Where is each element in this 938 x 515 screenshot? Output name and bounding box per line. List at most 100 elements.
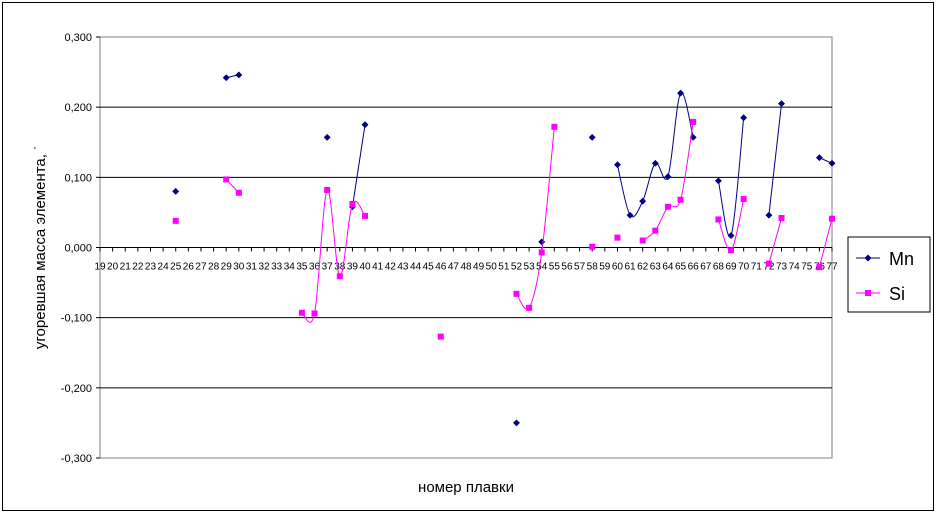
x-tick-label: 56 <box>561 262 573 273</box>
data-point-mn <box>512 419 521 427</box>
x-tick-label: 34 <box>284 262 296 273</box>
data-point-mn <box>172 187 180 195</box>
series-line-si <box>516 126 555 310</box>
data-point-mn <box>613 161 622 169</box>
x-tick-label: 25 <box>170 262 182 273</box>
x-tick-label: 26 <box>183 262 195 273</box>
data-point-si <box>526 304 533 311</box>
x-tick-label: 72 <box>763 262 775 273</box>
data-point-mn <box>361 121 369 129</box>
x-tick-label: 41 <box>372 262 384 273</box>
x-tick-label: 47 <box>448 262 460 273</box>
x-tick-label: 67 <box>700 262 712 273</box>
data-point-mn <box>664 173 672 181</box>
x-tick-label: 46 <box>435 262 447 273</box>
x-axis <box>99 247 833 252</box>
data-point-si <box>728 247 735 254</box>
data-point-si <box>336 273 343 280</box>
y-tick-label: -0,100 <box>61 313 92 325</box>
data-point-si <box>513 290 520 297</box>
legend-si-marker <box>865 290 871 296</box>
legend-mn-label: Mn <box>889 249 914 269</box>
y-tick-label: 0,000 <box>64 243 92 255</box>
x-tick-label: 55 <box>549 262 561 273</box>
data-point-si <box>349 200 356 207</box>
data-point-si <box>298 309 305 316</box>
x-tick-label: 50 <box>486 262 498 273</box>
y-tick-label: 0,100 <box>64 172 92 184</box>
x-tick-label: 33 <box>271 262 283 273</box>
y-axis-title: угоревшая масса элемента, ˙ <box>32 145 49 349</box>
data-point-si <box>715 216 722 223</box>
data-point-si <box>690 118 697 125</box>
x-tick-label: 48 <box>460 262 472 273</box>
data-point-mn <box>777 100 786 108</box>
data-point-mn <box>588 133 596 141</box>
data-point-mn <box>651 159 659 167</box>
data-point-si <box>589 243 596 250</box>
data-point-si <box>816 264 823 271</box>
series-line-mn <box>768 103 783 216</box>
data-point-mn <box>235 71 243 79</box>
y-tick-label: -0,200 <box>61 383 92 395</box>
data-point-si <box>664 203 671 210</box>
data-point-mn <box>222 74 230 82</box>
x-tick-label: 45 <box>423 262 435 273</box>
x-tick-label: 21 <box>120 262 132 273</box>
x-tick-label: 58 <box>587 262 599 273</box>
data-point-mn <box>740 114 748 122</box>
x-tick-label: 24 <box>158 262 170 273</box>
x-tick-label: 63 <box>650 262 662 273</box>
x-tick-label: 71 <box>751 262 763 273</box>
series-mn <box>172 71 836 427</box>
data-point-si <box>614 234 621 241</box>
series-layer <box>172 71 836 427</box>
data-point-si <box>639 237 646 244</box>
x-tick-label: 39 <box>347 262 359 273</box>
x-tick-label: 38 <box>334 262 346 273</box>
x-tick-label: 30 <box>233 262 245 273</box>
data-point-mn <box>765 211 773 219</box>
x-tick-label: 75 <box>801 262 813 273</box>
x-tick-label: 70 <box>738 262 750 273</box>
x-tick-label: 32 <box>259 262 271 273</box>
y-tick-label: 0,200 <box>64 102 92 114</box>
x-tick-label: 20 <box>107 262 119 273</box>
data-point-mn <box>626 211 634 219</box>
x-axis-title: номер плавки <box>418 479 514 496</box>
data-point-mn <box>639 197 647 205</box>
data-point-si <box>551 123 558 130</box>
x-axis-tick-labels: 19 20 21 22 23 24 25 26 27 28 29 30 31 32 33 34 35 36 37 38… <box>94 262 838 273</box>
x-tick-label: 66 <box>688 262 700 273</box>
y-axis-ticks: 0,300 0,200 0,100 0,000 -0,100 -0,200 -0,300 <box>61 32 100 465</box>
x-tick-label: 52 <box>511 262 523 273</box>
x-tick-label: 44 <box>410 262 422 273</box>
x-tick-label: 27 <box>195 262 207 273</box>
legend: Mn Si <box>847 236 931 313</box>
x-tick-label: 68 <box>713 262 725 273</box>
x-tick-label: 73 <box>776 262 788 273</box>
legend-mn-marker <box>864 254 872 262</box>
x-tick-label: 40 <box>359 262 371 273</box>
x-tick-label: 42 <box>385 262 397 273</box>
data-point-mn <box>676 89 685 97</box>
x-tick-label: 37 <box>322 262 334 273</box>
x-tick-label: 36 <box>309 262 321 273</box>
x-tick-label: 51 <box>498 262 510 273</box>
x-tick-label: 62 <box>637 262 649 273</box>
x-tick-label: 35 <box>296 262 308 273</box>
x-tick-label: 61 <box>625 262 637 273</box>
data-point-mn <box>727 232 735 240</box>
data-point-si <box>740 196 747 203</box>
data-point-si <box>829 215 835 222</box>
x-tick-label: 29 <box>221 262 233 273</box>
x-tick-label: 77 <box>826 262 838 273</box>
y-tick-label: -0,300 <box>61 453 92 465</box>
data-point-mn <box>815 154 823 162</box>
x-tick-label: 74 <box>789 262 801 273</box>
data-point-si <box>538 249 545 256</box>
data-point-mn <box>714 177 722 185</box>
y-tick-label: 0,300 <box>64 32 92 44</box>
series-si <box>172 118 835 340</box>
